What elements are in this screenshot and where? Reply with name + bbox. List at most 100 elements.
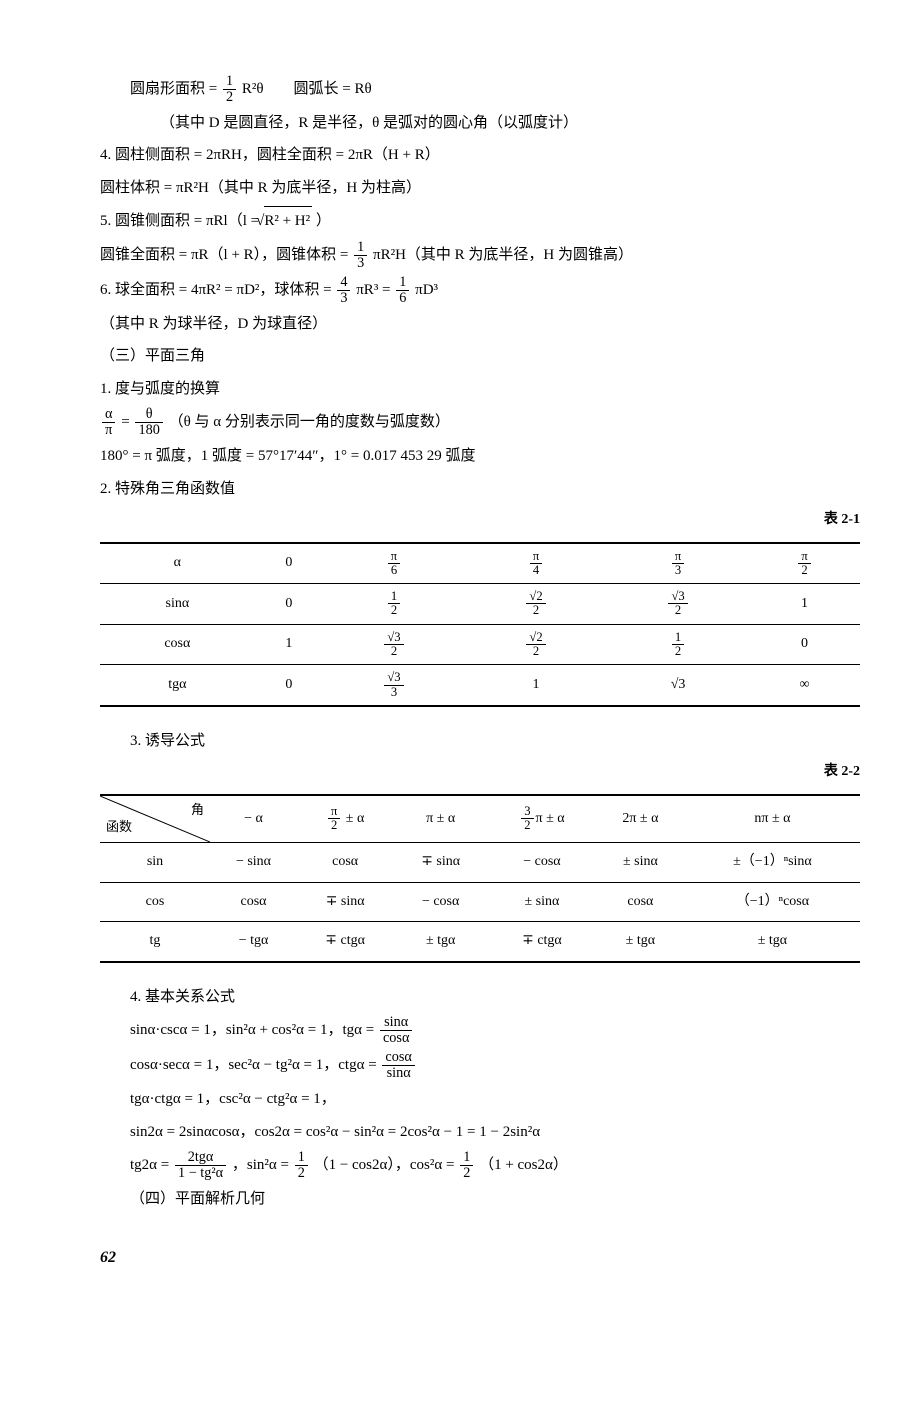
section-4: （四）平面解析几何 (100, 1185, 860, 1214)
section-3: （三）平面三角 (100, 342, 860, 371)
frac: sinαcosα (380, 1015, 412, 1046)
cell: π2 ± α (297, 795, 393, 843)
frac: 12 (295, 1150, 308, 1181)
cell: π4 (465, 543, 607, 584)
text: 圆锥全面积 = πR（l + R），圆锥体积 = (100, 247, 352, 263)
cell: ± tgα (393, 922, 488, 962)
cell: π6 (323, 543, 465, 584)
half-frac: 12 (223, 74, 236, 105)
cell: √3 (607, 665, 749, 706)
page-number: 62 (100, 1243, 860, 1273)
cell: tgα (100, 665, 255, 706)
sphere: 6. 球全面积 = 4πR² = πD²，球体积 = 43 πR³ = 16 π… (100, 275, 860, 306)
cell: ∓ ctgα (297, 922, 393, 962)
cell: π2 (749, 543, 860, 584)
text: ） (316, 213, 331, 229)
text: tg2α = (130, 1157, 173, 1173)
text: sinα·cscα = 1，sin²α + cos²α = 1，tgα = (130, 1022, 378, 1038)
cyl-side: 4. 圆柱侧面积 = 2πRH，圆柱全面积 = 2πR（H + R） (100, 141, 860, 170)
cell: ± tgα (596, 922, 685, 962)
cell: √32 (607, 584, 749, 625)
cell: 0 (255, 665, 323, 706)
sector-note: （其中 D 是圆直径，R 是半径，θ 是弧对的圆心角（以弧度计） (100, 109, 860, 138)
text: （1 + cos2α） (479, 1157, 568, 1173)
cell: 0 (749, 624, 860, 665)
cell: − tgα (210, 922, 297, 962)
table-2-1-label: 表 2-1 (100, 507, 860, 534)
cell: ∞ (749, 665, 860, 706)
frac: 12 (460, 1150, 473, 1181)
cell: ± tgα (685, 922, 860, 962)
sqrt: R² + H² (264, 206, 312, 236)
text: cosα·secα = 1，sec²α − tg²α = 1，ctgα = (130, 1057, 380, 1073)
table-2-1: α 0 π6 π4 π3 π2 sinα 0 12 √22 √32 1 cosα… (100, 542, 860, 707)
cell: 0 (255, 584, 323, 625)
text: 圆扇形面积 = (130, 81, 221, 97)
text: 6. 球全面积 = 4πR² = πD²，球体积 = (100, 282, 335, 298)
cell: nπ ± α (685, 795, 860, 843)
cell: 0 (255, 543, 323, 584)
diag-header: 角 函数 (100, 795, 210, 843)
rad-line2: 180° = π 弧度，1 弧度 = 57°17′44″，1° = 0.017 … (100, 442, 860, 471)
rad-convert: απ = θ180 （θ 与 α 分别表示同一角的度数与弧度数） (100, 407, 860, 438)
h32: 2. 特殊角三角函数值 (100, 475, 860, 504)
f44: sin2α = 2sinαcosα，cos2α = cos²α − sin²α … (100, 1118, 860, 1147)
f41: sinα·cscα = 1，sin²α + cos²α = 1，tgα = si… (100, 1015, 860, 1046)
cell: cosα (596, 882, 685, 922)
cell: tg (100, 922, 210, 962)
cell: sin (100, 842, 210, 882)
cell: √22 (465, 584, 607, 625)
f43: tgα·ctgα = 1，csc²α − ctg²α = 1， (100, 1085, 860, 1114)
cell: sinα (100, 584, 255, 625)
sphere-note: （其中 R 为球半径，D 为球直径） (100, 310, 860, 339)
f42: cosα·secα = 1，sec²α − tg²α = 1，ctgα = co… (100, 1050, 860, 1081)
text: （1 − cos2α），cos²α = (314, 1157, 459, 1173)
cell: 2π ± α (596, 795, 685, 843)
text: πR³ = (356, 282, 394, 298)
cone-side: 5. 圆锥侧面积 = πRl（l = R² + H² ） (100, 206, 860, 236)
cell: ±（−1）ⁿsinα (685, 842, 860, 882)
text: πD³ (415, 282, 438, 298)
h34: 4. 基本关系公式 (100, 983, 860, 1012)
h33: 3. 诱导公式 (100, 727, 860, 756)
table-2-2-label: 表 2-2 (100, 759, 860, 786)
cell: − cosα (488, 842, 596, 882)
cell: π3 (607, 543, 749, 584)
cell: cos (100, 882, 210, 922)
cell: √32 (323, 624, 465, 665)
cell: （−1）ⁿcosα (685, 882, 860, 922)
cell: π ± α (393, 795, 488, 843)
cell: 12 (607, 624, 749, 665)
cell: − cosα (393, 882, 488, 922)
text: （θ 与 α 分别表示同一角的度数与弧度数） (169, 414, 450, 430)
text: ，sin²α = (232, 1157, 293, 1173)
cell: − sinα (210, 842, 297, 882)
frac: cosαsinα (382, 1050, 414, 1081)
cell: √22 (465, 624, 607, 665)
text: R²θ 圆弧长 = Rθ (242, 81, 372, 97)
cell: cosα (297, 842, 393, 882)
cell: ± sinα (596, 842, 685, 882)
text: πR²H（其中 R 为底半径，H 为圆锥高） (373, 247, 633, 263)
cell: ∓ sinα (297, 882, 393, 922)
cell: √33 (323, 665, 465, 706)
cell: ∓ sinα (393, 842, 488, 882)
cell: 1 (465, 665, 607, 706)
cyl-vol: 圆柱体积 = πR²H（其中 R 为底半径，H 为柱高） (100, 174, 860, 203)
frac: απ (102, 407, 115, 438)
cell: ± sinα (488, 882, 596, 922)
cell: cosα (100, 624, 255, 665)
cell: 32π ± α (488, 795, 596, 843)
diag-bottom: 函数 (106, 815, 132, 840)
diag-top: 角 (191, 798, 204, 823)
cell: 12 (323, 584, 465, 625)
cell: 1 (749, 584, 860, 625)
cell: cosα (210, 882, 297, 922)
text: 5. 圆锥侧面积 = πRl（l = (100, 213, 263, 229)
frac: θ180 (135, 407, 162, 438)
cone-full: 圆锥全面积 = πR（l + R），圆锥体积 = 13 πR²H（其中 R 为底… (100, 240, 860, 271)
sector-area-line: 圆扇形面积 = 12 R²θ 圆弧长 = Rθ (100, 74, 860, 105)
h31: 1. 度与弧度的换算 (100, 375, 860, 404)
cell: 1 (255, 624, 323, 665)
frac: 2tgα1 − tg²α (175, 1150, 226, 1181)
